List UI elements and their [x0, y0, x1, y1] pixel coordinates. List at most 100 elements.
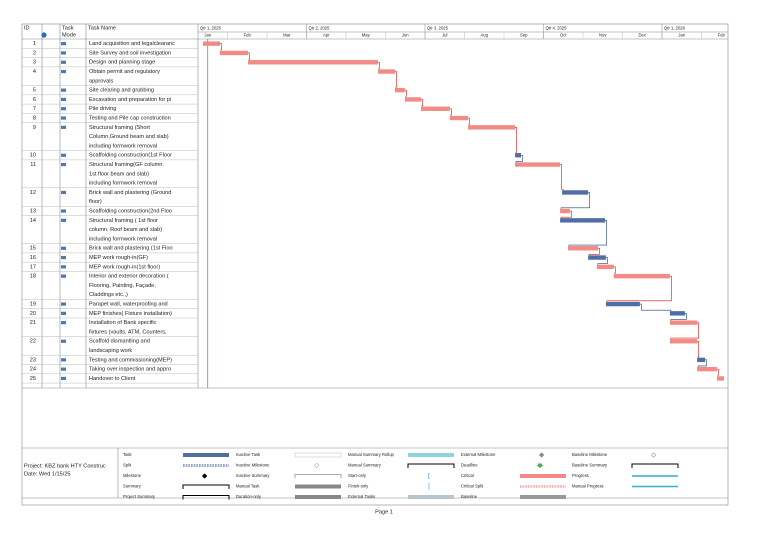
task-name: Pile driving: [89, 106, 116, 112]
task-id: 18: [30, 274, 36, 280]
mode-icon: [61, 246, 66, 250]
task-id: 17: [30, 264, 36, 270]
task-name: Structural framing ( 1st floor: [89, 218, 158, 224]
mode-icon: [61, 153, 66, 157]
header-mode: Task: [62, 25, 74, 31]
legend-symbol: [520, 474, 566, 478]
task-bar: [449, 115, 469, 121]
link: [219, 43, 222, 51]
mode-icon: [61, 51, 66, 55]
legend-label: Manual Progress: [572, 484, 604, 489]
legend-label: Summary: [123, 484, 142, 489]
task-bar: [669, 320, 698, 325]
task-id: 1: [33, 41, 36, 47]
task-bar: [468, 125, 516, 130]
task-id: 8: [33, 116, 36, 122]
legend-symbol: [183, 453, 229, 457]
task-id: 14: [30, 218, 36, 224]
legend-symbol: [182, 484, 230, 489]
mode-icon: [61, 97, 66, 102]
task-bar: [560, 208, 570, 214]
quarter-label: Qtr 3, 2025: [427, 26, 449, 31]
month-label: Mar: [283, 33, 291, 38]
task-name: Structural framing (Short: [89, 125, 150, 131]
task-bar: [613, 273, 670, 279]
task-name: Excavation and preparation for pi: [89, 97, 171, 103]
legend-symbol: [313, 462, 320, 469]
legend-symbol: [294, 474, 342, 479]
task-name: floor): [89, 199, 102, 205]
task-name: Handover to Client: [89, 376, 136, 382]
month-label: Oct: [560, 33, 567, 38]
task-id: 12: [30, 190, 36, 196]
task-bar: [669, 339, 698, 344]
task-name: Scaffold dismantling and: [89, 339, 150, 345]
link: [670, 313, 687, 321]
mode-icon: [61, 69, 66, 74]
month-label: Sep: [520, 33, 528, 38]
link: [515, 127, 517, 154]
task-id: 20: [30, 311, 36, 317]
legend-symbol: [538, 452, 545, 458]
month-label: Jan: [678, 33, 685, 38]
task-bar: [716, 376, 725, 381]
legend-symbol: [631, 463, 679, 468]
mode-icon: [61, 265, 66, 269]
legend-symbol: [182, 495, 230, 500]
mode-icon: [61, 42, 66, 46]
task-name: Scaffolding construction(1st Floor: [89, 153, 172, 159]
task-bar: [515, 153, 521, 158]
task-id: 25: [30, 376, 36, 382]
link: [716, 368, 719, 377]
task-name: Installation of Bank specific: [89, 320, 157, 326]
mode-icon: [61, 274, 66, 278]
mode-icon: [61, 88, 66, 92]
task-id: 7: [33, 106, 36, 112]
legend-label: Manual Summary: [348, 463, 382, 468]
mode-icon: [61, 255, 66, 260]
legend-symbol: [536, 463, 544, 468]
link: [404, 89, 407, 98]
task-id: 23: [30, 357, 36, 363]
task-bar: [421, 106, 450, 111]
month-label: Aug: [481, 33, 489, 38]
link: [560, 192, 590, 209]
link: [377, 61, 380, 70]
task-id: 16: [30, 255, 36, 261]
legend-label: Duration-only: [236, 494, 262, 499]
task-name: Flooring, Painting, Façade,: [89, 283, 156, 289]
task-id: 24: [30, 367, 36, 373]
legend-label: Split: [123, 463, 132, 468]
legend-label: Milestone: [123, 473, 142, 478]
task-id: 9: [33, 125, 36, 131]
legend-label: Progress: [572, 473, 589, 478]
task-name: approvals: [89, 78, 113, 84]
task-bar: [219, 50, 249, 56]
legend-label: Deadline: [461, 463, 478, 468]
legend-label: Inactive Milestone: [236, 463, 270, 468]
legend-label: Baseline: [461, 494, 478, 499]
frame: [21, 23, 729, 506]
legend-symbol: [408, 495, 454, 499]
task-bar: [515, 162, 561, 167]
legend-label: Inactive Task: [236, 452, 261, 457]
mode-icon: [61, 116, 66, 120]
quarter-label: Qtr 1, 2025: [200, 26, 222, 31]
mode-icon: [61, 218, 66, 222]
legend-symbol: [295, 484, 341, 489]
legend-label: Inactive Summary: [236, 473, 270, 478]
mode-icon: [61, 125, 66, 129]
legend-symbol: [294, 452, 342, 458]
legend-label: Baseline Summary: [572, 463, 608, 468]
project-date: Date: Wed 1/15/25: [24, 471, 71, 477]
header-mode: Mode: [62, 32, 76, 38]
link: [639, 303, 672, 312]
task-name: Land acquisition and legalclearanc: [89, 41, 175, 47]
task-name: including formwork removal: [89, 236, 157, 242]
frame-border: [21, 23, 729, 506]
legend-label: External Tasks: [348, 494, 375, 499]
link: [248, 52, 250, 61]
task-bar: [567, 246, 599, 251]
